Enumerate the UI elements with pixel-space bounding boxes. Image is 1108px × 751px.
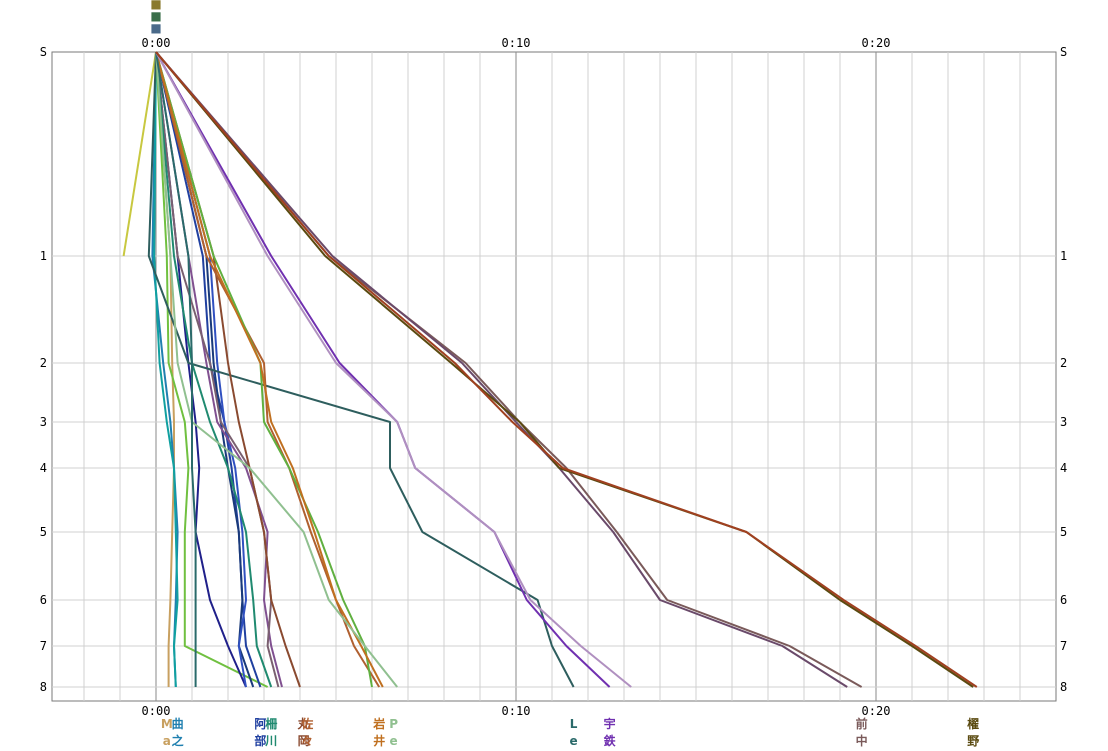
- y-tick-label-right: 7: [1060, 639, 1067, 653]
- series-label: 前: [856, 716, 868, 731]
- series-line: [155, 51, 373, 688]
- series-label-line2: 鉄: [604, 733, 616, 748]
- y-tick-label-left: 1: [40, 249, 47, 263]
- x-tick-label-top: 0:20: [862, 36, 891, 50]
- start-label: ■: [150, 21, 161, 35]
- series-label: 曲: [172, 716, 184, 731]
- series-line: [155, 51, 632, 688]
- y-tick-label-left: 2: [40, 356, 47, 370]
- y-tick-label-left: S: [40, 45, 47, 59]
- y-tick-label-right: S: [1060, 45, 1067, 59]
- series-line: [155, 51, 974, 688]
- series-label: 柵: [265, 716, 277, 731]
- series-label: 佐: [300, 716, 313, 731]
- y-tick-label-right: 3: [1060, 415, 1067, 429]
- y-tick-label-right: 2: [1060, 356, 1067, 370]
- series-label-line2: a: [163, 734, 171, 748]
- start-label: ■: [150, 0, 161, 11]
- series-line: [153, 51, 179, 688]
- y-tick-label-right: 5: [1060, 525, 1067, 539]
- series-label-line2: 川: [264, 734, 277, 748]
- series-label-line2: 々: [301, 734, 313, 748]
- y-tick-label-left: 3: [40, 415, 47, 429]
- series-label: 櫂: [967, 716, 979, 731]
- series-line: [155, 51, 247, 688]
- series-label-line2: 之: [172, 733, 184, 748]
- series-label: 阿: [254, 717, 266, 731]
- x-tick-label-top: 0:00: [142, 36, 171, 50]
- series-label: P: [389, 717, 398, 731]
- series-line: [155, 51, 273, 688]
- series-label: 岩: [372, 716, 385, 731]
- series-line: [155, 51, 978, 688]
- plot-area: [51, 51, 1057, 702]
- series-line: [155, 51, 398, 688]
- series-label-line2: 部: [254, 733, 266, 748]
- y-tick-label-right: 8: [1060, 680, 1067, 694]
- y-tick-label-left: 4: [40, 461, 47, 475]
- x-tick-label-bottom: 0:00: [142, 704, 171, 718]
- series-line: [155, 51, 269, 688]
- series-line: [155, 51, 197, 687]
- y-tick-label-right: 4: [1060, 461, 1067, 475]
- series-label: 宇: [604, 716, 616, 731]
- series-line: [155, 51, 247, 688]
- series-label: M: [161, 717, 173, 731]
- y-tick-label-left: 6: [40, 593, 47, 607]
- series-line: [147, 51, 575, 688]
- y-tick-label-left: 7: [40, 639, 47, 653]
- series-line: [155, 51, 262, 688]
- series-line: [122, 51, 157, 257]
- series-label: 丸: [297, 716, 311, 731]
- y-tick-label-left: 8: [40, 680, 47, 694]
- x-tick-label-bottom: 0:10: [502, 704, 531, 718]
- series-label-line2: 井: [373, 733, 385, 748]
- y-tick-label-left: 5: [40, 525, 47, 539]
- series-label-line2: e: [390, 734, 398, 748]
- x-tick-label-top: 0:10: [502, 36, 531, 50]
- series-label-line2: e: [570, 734, 578, 748]
- x-tick-label-bottom: 0:20: [862, 704, 891, 718]
- series-label-line2: 中: [856, 733, 868, 748]
- series-label-line2: 岡: [298, 734, 310, 748]
- start-label: ■: [150, 9, 161, 23]
- y-tick-label-right: 6: [1060, 593, 1067, 607]
- y-tick-label-right: 1: [1060, 249, 1067, 263]
- series-label-line2: 野: [967, 734, 979, 748]
- series-label: L: [570, 717, 578, 731]
